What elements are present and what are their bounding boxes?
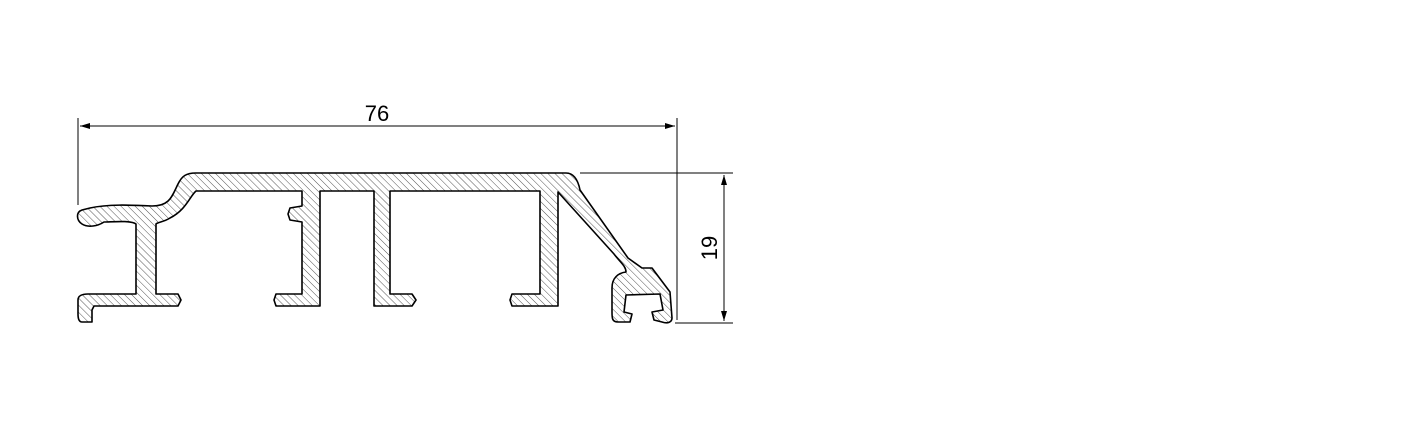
width-dimension-label: 76: [365, 101, 389, 126]
profile-section: [76, 172, 673, 324]
height-dimension-label: 19: [697, 236, 722, 260]
